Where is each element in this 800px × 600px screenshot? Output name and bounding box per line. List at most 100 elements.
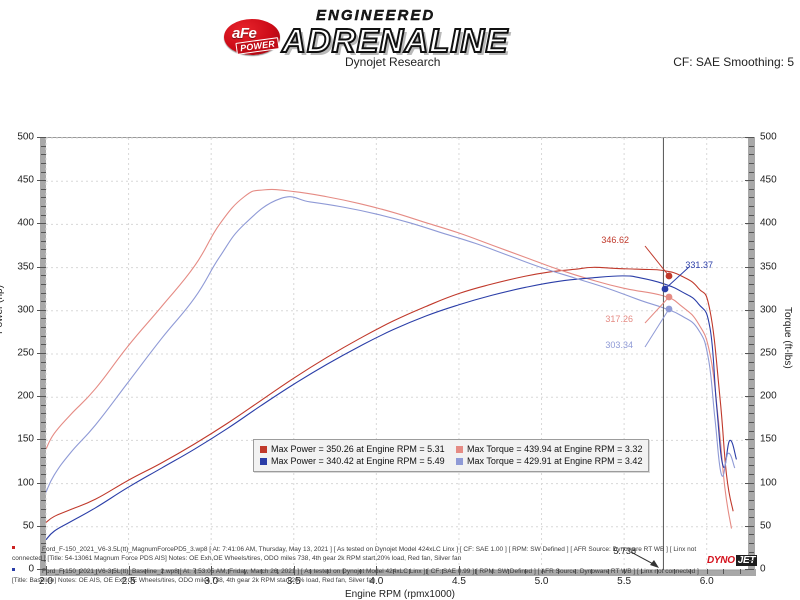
series-line	[45, 196, 736, 493]
axis-tick-mark	[37, 223, 46, 225]
axis-tick-mark	[41, 534, 46, 536]
axis-tick-mark	[359, 569, 361, 574]
dynojet-red-text: DYNO	[707, 555, 735, 566]
axis-tick-mark	[749, 257, 754, 259]
axis-tick-mark	[745, 569, 754, 570]
plot-area	[45, 137, 748, 571]
axis-tick-mark	[749, 275, 754, 277]
axis-tick-mark	[41, 249, 46, 251]
axis-tick-mark	[41, 292, 46, 294]
legend-swatch	[260, 445, 267, 453]
axis-tick-mark	[749, 456, 754, 458]
legend-label: Max Power = 350.26 at Engine RPM = 5.31	[271, 444, 445, 454]
axis-tick-mark	[37, 266, 46, 268]
legend-label: Max Power = 340.42 at Engine RPM = 5.49	[271, 456, 445, 466]
axis-tick-mark	[749, 465, 754, 467]
axis-tick-mark	[41, 240, 46, 242]
axis-tick-mark	[161, 569, 163, 574]
axis-tick-mark	[657, 569, 659, 574]
axis-tick-mark	[62, 569, 64, 574]
run-entry: Ford_F-150_2021_V6-3.5L(tt)_Baseline_2.w…	[0, 567, 800, 585]
axis-tick-mark	[749, 422, 754, 424]
axis-tick-mark	[749, 560, 754, 562]
axis-tick-mark	[37, 396, 46, 398]
legend-swatch	[456, 445, 463, 453]
x-tick-label: 2.5	[121, 576, 136, 587]
axis-tick-mark	[749, 344, 754, 346]
run-detail-line: connected ] [Title: 54-13061 Magnum Forc…	[12, 555, 462, 562]
axis-tick-mark	[749, 404, 754, 406]
axis-tick-mark	[558, 569, 560, 574]
axis-tick-mark	[749, 361, 754, 363]
axis-tick-mark	[41, 543, 46, 545]
run-color-bullet-icon	[12, 546, 15, 549]
chart-curves	[45, 137, 748, 571]
axis-tick-mark	[749, 473, 754, 475]
series-line	[45, 266, 734, 523]
axis-tick-mark	[475, 569, 477, 574]
legend-item: Max Torque = 439.94 at Engine RPM = 3.32	[456, 443, 642, 455]
torque-blue-value: 303.34	[605, 339, 633, 350]
y-tick-label: 500	[17, 131, 34, 143]
power-red-value-arrow-icon	[645, 245, 673, 279]
y-tick-label: 350	[17, 261, 34, 273]
axis-tick-mark	[41, 370, 46, 372]
axis-tick-mark	[749, 318, 754, 320]
x-tick-label: 6.0	[699, 576, 714, 587]
axis-tick-mark	[310, 569, 312, 574]
axis-tick-mark	[41, 560, 46, 562]
axis-tick-mark	[749, 283, 754, 285]
axis-tick-mark	[37, 353, 46, 354]
right-axis-title: Torque (ft-lbs)	[782, 307, 793, 369]
axis-tick-mark	[41, 232, 46, 234]
y-tick-label: 100	[17, 477, 34, 489]
axis-tick-mark	[745, 137, 754, 138]
axis-tick-mark	[41, 378, 46, 380]
axis-tick-mark	[749, 171, 754, 173]
axis-tick-mark	[749, 188, 754, 190]
axis-tick-mark	[749, 508, 754, 510]
power-blue-value-arrow-icon	[662, 266, 690, 293]
x-tick-label: 2.0	[39, 576, 53, 587]
axis-tick-mark	[244, 569, 246, 574]
axis-tick-mark	[194, 569, 196, 574]
axis-tick-mark	[749, 197, 754, 199]
chart-subtitle: Dynojet Research	[345, 55, 441, 69]
axis-tick-mark	[41, 499, 46, 501]
axis-tick-mark	[277, 569, 279, 574]
axis-tick-mark	[41, 551, 46, 553]
axis-tick-mark	[745, 525, 754, 527]
brand-engineered-text: ENGINEERED	[316, 7, 436, 24]
y-tick-label-right: 450	[760, 174, 777, 186]
axis-tick-mark	[41, 171, 46, 173]
axis-tick-mark	[41, 473, 46, 475]
y-tick-label: 250	[17, 347, 34, 359]
x-tick-label: 3.0	[204, 576, 219, 587]
axis-tick-mark	[640, 569, 642, 574]
cursor-x-label: 5.738	[613, 546, 636, 556]
axis-tick-mark	[79, 569, 81, 574]
y-tick-label-right: 150	[760, 433, 777, 445]
axis-tick-mark	[690, 569, 692, 574]
axis-tick-mark	[227, 569, 229, 574]
brand-adrenaline-text: ADRENALINE	[281, 22, 509, 59]
y-tick-label-right: 400	[760, 217, 777, 229]
axis-tick-mark	[41, 162, 46, 164]
afe-power-badge-icon: aFe POWER	[224, 17, 280, 57]
x-tick-label: 4.5	[451, 576, 466, 587]
run-entry: Ford_F-150_2021_V6-3.5L(tt)_MagnumForceP…	[0, 545, 800, 563]
axis-tick-mark	[749, 430, 754, 432]
axis-tick-mark	[41, 387, 46, 389]
cf-smoothing-note: CF: SAE Smoothing: 5	[673, 55, 794, 69]
axis-tick-mark	[128, 566, 130, 575]
axis-tick-mark	[41, 456, 46, 458]
axis-tick-mark	[749, 491, 754, 493]
axis-tick-mark	[749, 499, 754, 501]
axis-tick-mark	[37, 309, 46, 311]
legend-swatch	[456, 457, 463, 465]
axis-tick-mark	[491, 569, 493, 574]
axis-tick-mark	[508, 569, 510, 574]
axis-tick-mark	[41, 465, 46, 467]
axis-tick-mark	[41, 327, 46, 329]
y-tick-label: 400	[17, 217, 34, 229]
